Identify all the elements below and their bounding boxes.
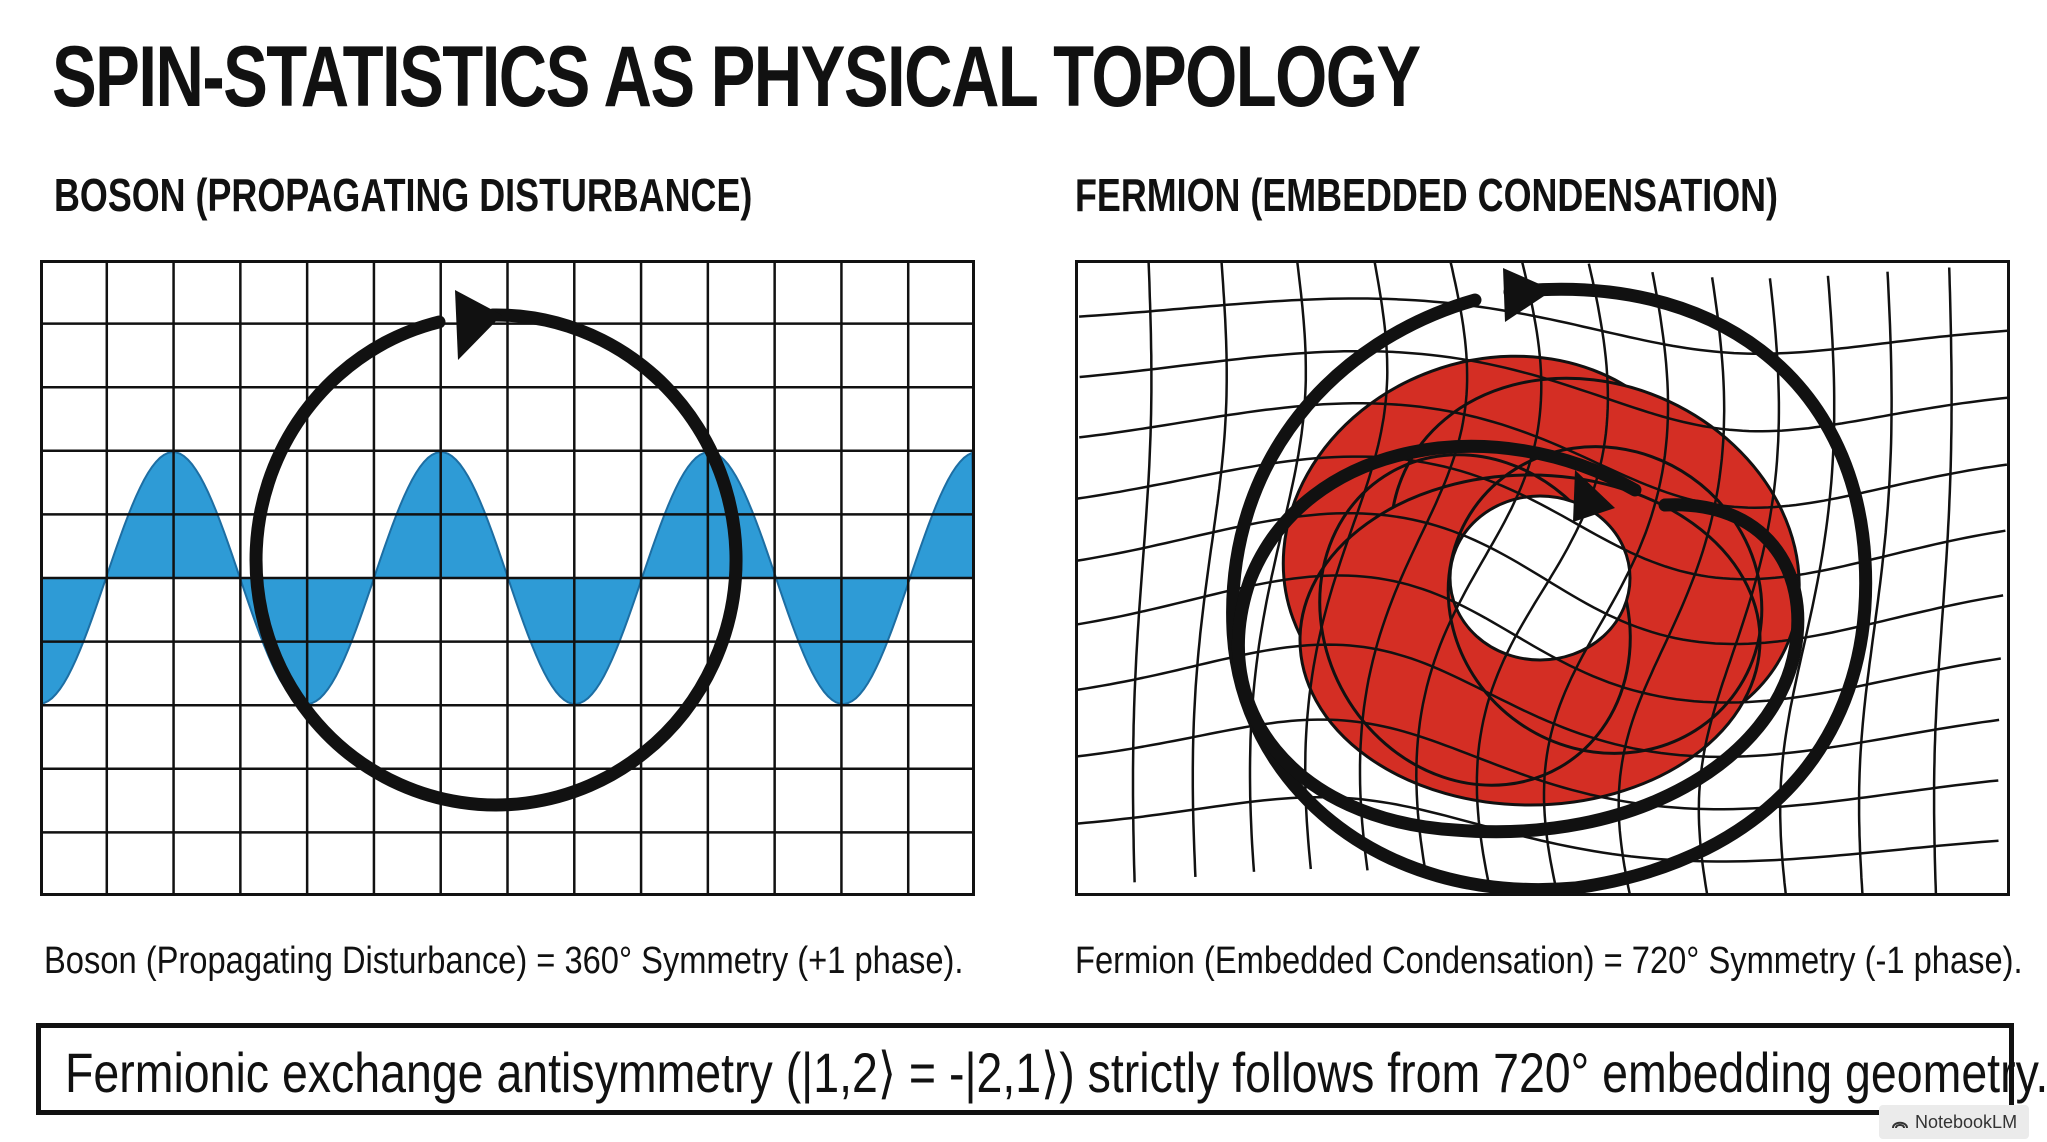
grid-line [1075,574,2001,704]
fermion-svg [1075,260,2010,896]
page-title: SPIN-STATISTICS AS PHYSICAL TOPOLOGY [52,29,1421,125]
grid-line [1079,349,2008,433]
grid-line [1932,267,1953,896]
grid-line [1075,643,2000,759]
grid-line [1079,297,2008,355]
panel-border [40,260,975,896]
rotation-loop-720 [1226,282,1873,896]
fermion-caption: Fermion (Embedded Condensation) = 720° S… [1075,940,2023,982]
grid-line [1778,275,1836,896]
badge-label: NotebookLM [1915,1111,2018,1132]
knot-hole [1448,494,1632,662]
distorted-grid-lines [1075,260,2008,896]
conclusion-text: Fermionic exchange antisymmetry (|1,2⟩ =… [65,1041,2047,1104]
grid-line [1857,271,1893,896]
fermion-diagram [1075,260,2010,896]
fermion-heading: FERMION (EMBEDDED CONDENSATION) [1075,169,1778,221]
grid-line [1358,260,1469,871]
grid-line [1415,260,1543,878]
grid-line [1131,260,1153,883]
boson-diagram [40,260,975,896]
grid-line [1075,718,1999,811]
grid-line [1542,271,1670,896]
rotation-arrow-icon [455,290,502,360]
rotation-arrow-icon [1503,268,1553,322]
notebooklm-badge[interactable]: NotebookLM [1879,1105,2030,1139]
grid-line [1075,512,2004,646]
grid-line [1077,455,2006,581]
boson-svg [40,260,975,896]
rotation-loop-360 [249,290,743,812]
grid-line [1191,260,1228,877]
grid-line [1697,278,1781,896]
conclusion-box: Fermionic exchange antisymmetry (|1,2⟩ =… [36,1023,2047,1115]
rotation-arrow-icon [1573,470,1615,522]
grid-line [1079,402,2008,509]
boson-caption: Boson (Propagating Disturbance) = 360° S… [44,940,964,982]
boson-heading: BOSON (PROPAGATING DISTURBANCE) [54,169,753,221]
grid-line [1075,795,1999,863]
grid-line [1475,263,1610,889]
notebooklm-icon [1892,1121,1908,1129]
